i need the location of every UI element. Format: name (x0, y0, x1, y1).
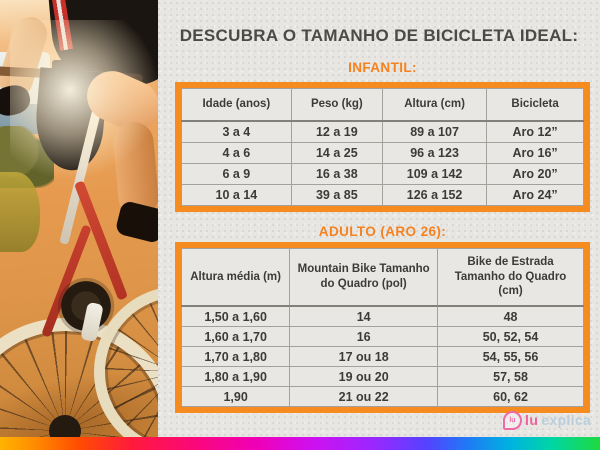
table-cell: 1,70 a 1,80 (180, 346, 291, 367)
column-header: Bike de Estrada Tamanho do Quadro (cm) (437, 248, 584, 307)
table-row: 1,70 a 1,80 17 ou 18 54, 55, 56 (180, 346, 584, 367)
wheel-hub (49, 415, 81, 437)
adulto-table: Altura média (m) Mountain Bike Tamanho do… (180, 248, 584, 407)
infantil-table: Idade (anos) Peso (kg) Altura (cm) Biciclet… (181, 88, 584, 206)
logo-brand-text: lu (524, 412, 539, 428)
table-cell: 1,80 a 1,90 (180, 366, 291, 387)
header-row: Idade (anos) Peso (kg) Altura (cm) Biciclet… (181, 88, 584, 122)
table-cell: Aro 24” (486, 184, 584, 206)
table-cell: 39 a 85 (290, 184, 383, 206)
table-row: 10 a 14 39 a 85 126 a 152 Aro 24” (181, 184, 584, 206)
infantil-table-body: 3 a 4 12 a 19 89 a 107 Aro 12” 4 a 6 14 a 25 9… (181, 120, 584, 206)
table-cell: 21 ou 22 (289, 386, 439, 407)
table-cell: 17 ou 18 (289, 346, 439, 367)
infantil-heading: INFANTIL: (348, 60, 417, 75)
table-row: 3 a 4 12 a 19 89 a 107 Aro 12” (181, 120, 584, 143)
table-cell: 16 (289, 326, 439, 347)
table-row: 6 a 9 16 a 38 109 a 142 Aro 20” (181, 163, 584, 185)
speech-bubble-icon: lu (502, 410, 522, 430)
table-cell: 4 a 6 (181, 142, 292, 164)
table-cell: 54, 55, 56 (437, 346, 584, 367)
infantil-table-frame: Idade (anos) Peso (kg) Altura (cm) Biciclet… (175, 82, 590, 212)
rainbow-bar (0, 437, 600, 450)
table-cell: 60, 62 (437, 386, 584, 407)
table-cell: 19 ou 20 (289, 366, 439, 387)
column-header: Idade (anos) (181, 88, 292, 122)
page-title: DESCUBRA O TAMANHO DE BICICLETA IDEAL: (179, 26, 579, 45)
column-header: Altura média (m) (180, 248, 291, 307)
logo-suffix-text: explica (541, 412, 591, 428)
table-row: 1,90 21 ou 22 60, 62 (180, 386, 584, 407)
column-header: Bicicleta (486, 88, 584, 122)
table-cell: 1,50 a 1,60 (180, 305, 291, 327)
table-cell: 48 (437, 305, 584, 327)
adulto-heading: ADULTO (ARO 26): (318, 224, 447, 239)
bicycle-photo (0, 0, 158, 437)
table-cell: 6 a 9 (181, 163, 292, 185)
sun-flare (10, 20, 158, 200)
column-header: Mountain Bike Tamanho do Quadro (pol) (289, 248, 439, 307)
column-header: Peso (kg) (290, 88, 383, 122)
table-cell: 14 (289, 305, 439, 327)
table-cell: 10 a 14 (181, 184, 292, 206)
table-cell: 1,90 (180, 386, 291, 407)
table-cell: 14 a 25 (290, 142, 383, 164)
table-cell: Aro 16” (486, 142, 584, 164)
table-cell: 109 a 142 (381, 163, 488, 185)
header-row: Altura média (m) Mountain Bike Tamanho do… (180, 248, 584, 307)
column-header: Altura (cm) (381, 88, 488, 122)
adulto-table-frame: Altura média (m) Mountain Bike Tamanho do… (175, 242, 590, 413)
adulto-table-body: 1,50 a 1,60 14 48 1,60 a 1,70 16 50, 52, 54 1,… (180, 305, 584, 407)
table-cell: 126 a 152 (381, 184, 488, 206)
infantil-table-header: Idade (anos) Peso (kg) Altura (cm) Biciclet… (181, 88, 584, 122)
table-cell: 57, 58 (437, 366, 584, 387)
table-cell: 50, 52, 54 (437, 326, 584, 347)
table-cell: 16 a 38 (290, 163, 383, 185)
adulto-table-header: Altura média (m) Mountain Bike Tamanho do… (180, 248, 584, 307)
table-cell: 12 a 19 (290, 120, 383, 143)
table-cell: 1,60 a 1,70 (180, 326, 291, 347)
table-cell: 89 a 107 (381, 120, 488, 143)
table-row: 1,60 a 1,70 16 50, 52, 54 (180, 326, 584, 347)
table-row: 1,50 a 1,60 14 48 (180, 305, 584, 327)
cycling-shoe (114, 199, 158, 245)
table-row: 1,80 a 1,90 19 ou 20 57, 58 (180, 366, 584, 387)
table-cell: 96 a 123 (381, 142, 488, 164)
lu-explica-logo: lu lu explica (502, 410, 591, 430)
table-cell: 3 a 4 (181, 120, 292, 143)
table-cell: Aro 20” (486, 163, 584, 185)
table-row: 4 a 6 14 a 25 96 a 123 Aro 16” (181, 142, 584, 164)
table-cell: Aro 12” (486, 120, 584, 143)
